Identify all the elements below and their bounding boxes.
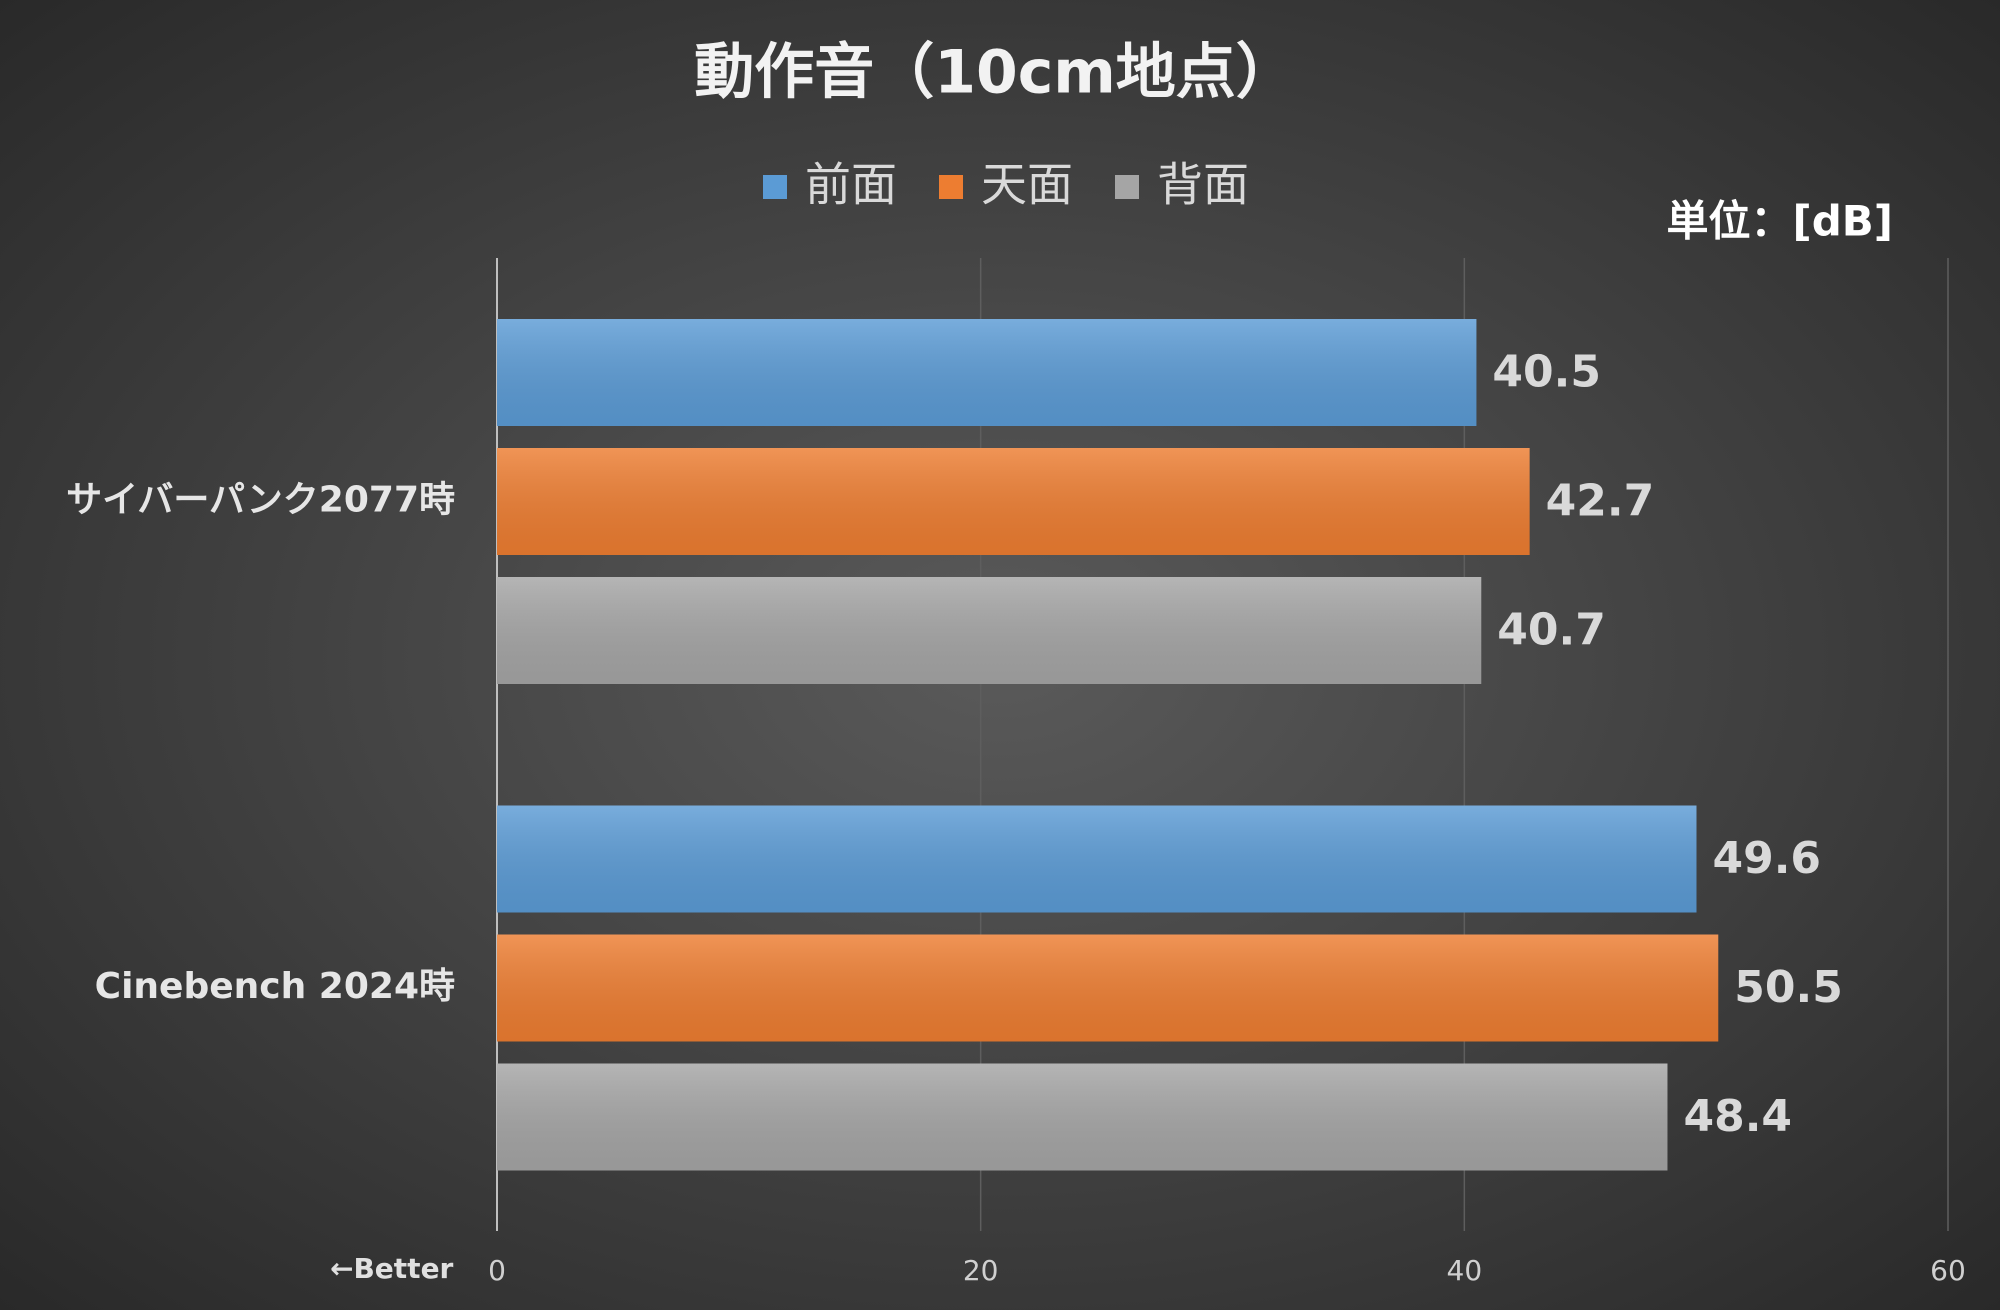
chart-title: 動作音（10cm地点） — [694, 38, 1296, 108]
bar-shine — [497, 805, 1697, 913]
bar-shine — [497, 448, 1530, 555]
unit-label: 単位：[dB] — [1667, 197, 1893, 246]
value-label: 40.5 — [1492, 347, 1601, 398]
legend-label: 天面 — [981, 158, 1073, 212]
legend-label: 背面 — [1157, 158, 1249, 212]
legend-swatch — [1115, 175, 1139, 199]
annotation: ←Better — [330, 1252, 454, 1285]
x-tick-label: 60 — [1930, 1254, 1966, 1287]
value-label: 48.4 — [1683, 1091, 1792, 1142]
legend-swatch — [763, 175, 787, 199]
x-tick-label: 0 — [488, 1254, 506, 1287]
value-label: 42.7 — [1546, 476, 1655, 527]
bar-shine — [497, 1063, 1668, 1171]
y-tick-label: サイバーパンク2077時 — [66, 479, 455, 520]
value-label: 50.5 — [1734, 962, 1843, 1013]
value-label: 40.7 — [1497, 605, 1606, 656]
bar-shine — [497, 934, 1719, 1042]
bar-shine — [497, 319, 1477, 426]
x-tick-label: 40 — [1447, 1254, 1483, 1287]
legend-swatch — [939, 175, 963, 199]
x-tick-label: 20 — [963, 1254, 999, 1287]
value-label: 49.6 — [1712, 833, 1821, 884]
y-tick-label: Cinebench 2024時 — [95, 966, 455, 1007]
legend-label: 前面 — [805, 158, 897, 212]
bar-shine — [497, 577, 1482, 684]
